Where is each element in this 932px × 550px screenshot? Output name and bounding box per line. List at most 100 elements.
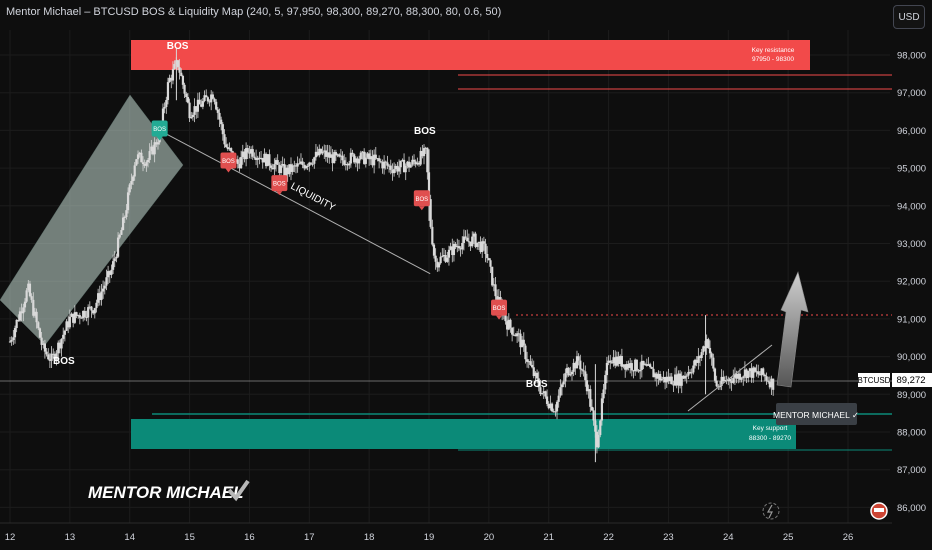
candle-body: [511, 327, 514, 335]
candle-body: [529, 361, 532, 365]
bos-label: BOS: [53, 356, 75, 367]
candle-body: [723, 380, 727, 382]
candle-body: [640, 360, 643, 370]
candle-body: [705, 339, 708, 349]
replay-icon[interactable]: [762, 502, 780, 520]
candle-body: [554, 411, 557, 413]
candle-body: [733, 373, 737, 378]
candle-body: [673, 374, 677, 386]
candle-body: [735, 373, 738, 379]
x-tick-label: 21: [543, 532, 554, 543]
currency-button[interactable]: USD: [893, 5, 925, 29]
candle-body: [203, 95, 206, 102]
candle-body: [762, 368, 765, 375]
candle-body: [258, 157, 261, 159]
candle-body: [208, 101, 211, 103]
candle-body: [464, 236, 467, 238]
candle-body: [33, 311, 37, 316]
candle-body: [374, 154, 377, 159]
candle-body: [738, 373, 742, 380]
candle-body: [236, 159, 239, 164]
candle-body: [72, 313, 75, 323]
candle-body: [368, 153, 371, 160]
candle-body: [444, 254, 447, 262]
candle-body: [419, 150, 422, 165]
candle-body: [512, 334, 515, 336]
candle-body: [587, 389, 590, 392]
candle-body: [627, 363, 630, 368]
candle-body: [429, 199, 432, 227]
candle-body: [452, 243, 456, 256]
candle-body: [353, 154, 356, 163]
candle-body: [670, 376, 673, 385]
candle-body: [712, 357, 715, 369]
candle-body: [772, 378, 775, 390]
candle-body: [522, 339, 525, 346]
candle-body: [514, 334, 517, 337]
candle-body: [441, 255, 444, 257]
y-tick-label: 90,000: [897, 352, 926, 363]
candle-body: [697, 356, 700, 363]
liquidity-line: [159, 129, 431, 275]
candle-body: [243, 151, 246, 160]
candle-body: [226, 147, 229, 150]
candle-body: [585, 380, 589, 392]
candle-body: [702, 346, 705, 353]
candle-body: [442, 254, 446, 256]
candle-body: [125, 210, 128, 218]
candle-body: [489, 260, 492, 267]
candle-body: [456, 246, 459, 248]
candle-body: [274, 160, 278, 165]
candle-body: [381, 162, 384, 169]
candle-body: [30, 296, 33, 300]
candle-body: [703, 346, 707, 349]
candle-body: [530, 364, 534, 368]
candle-body: [747, 370, 750, 379]
candle-body: [589, 389, 592, 407]
x-tick-label: 18: [364, 532, 375, 543]
candle-body: [422, 148, 426, 157]
candle-body: [602, 389, 605, 399]
candle-body: [610, 362, 613, 364]
candle-body: [639, 369, 642, 372]
candle-body: [263, 153, 266, 163]
support-label-1: Key support: [753, 425, 788, 432]
candle-body: [481, 241, 484, 252]
candle-body: [341, 155, 344, 161]
bos-tag-label: BOS: [222, 159, 235, 165]
candle-body: [617, 356, 620, 364]
candle-body: [348, 163, 351, 166]
candle-body: [52, 353, 55, 355]
candle-body: [220, 119, 223, 125]
candle-body: [544, 391, 547, 397]
candle-body: [476, 242, 479, 247]
candle-body: [98, 293, 101, 301]
y-tick-label: 95,000: [897, 164, 926, 175]
bos-tag-pointer: [496, 315, 503, 320]
candle-body: [200, 104, 203, 107]
candle-body: [339, 155, 342, 157]
candle-body: [65, 321, 68, 331]
candle-body: [279, 165, 283, 173]
candle-body: [264, 153, 268, 167]
candle-body: [698, 356, 702, 358]
candle-body: [509, 319, 512, 328]
mentor-tag-box: [776, 403, 857, 425]
candle-body: [48, 359, 52, 361]
candles: [8, 47, 775, 463]
candle-body: [259, 157, 263, 159]
candle-body: [387, 165, 391, 167]
candle-body: [271, 167, 274, 170]
candle-body: [748, 368, 752, 371]
candle-body: [151, 146, 155, 155]
candle-body: [454, 243, 457, 248]
candle-body: [565, 367, 569, 374]
candle-body: [60, 338, 63, 349]
bos-tag-label: BOS: [493, 306, 506, 312]
candle-body: [361, 151, 364, 153]
x-tick-label: 20: [484, 532, 495, 543]
candle-body: [496, 296, 499, 302]
candle-body: [525, 359, 529, 362]
candle-body: [421, 150, 424, 157]
